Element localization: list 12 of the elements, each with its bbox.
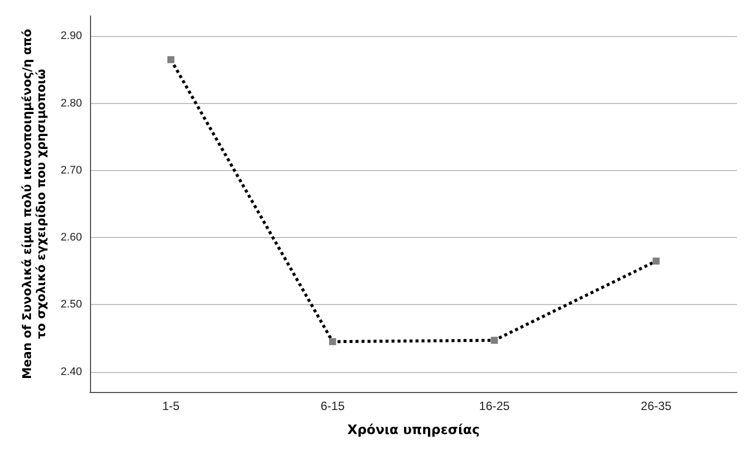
y-tick-label: 2.70: [60, 164, 82, 176]
x-tick-label: 6-15: [320, 399, 345, 413]
x-axis-title: Χρόνια υπηρεσίας: [347, 423, 480, 438]
x-tick-label: 26-35: [640, 399, 672, 413]
y-tick-label: 2.50: [60, 298, 82, 311]
y-tick-label: 2.90: [60, 30, 82, 42]
x-tick-label: 1-5: [162, 399, 180, 413]
x-tick-label: 16-25: [479, 399, 510, 413]
y-tick-label: 2.60: [60, 232, 82, 244]
y-tick-label: 2.40: [60, 366, 82, 378]
y-tick-label: 2.80: [60, 97, 82, 110]
y-axis-title: Mean of Συνολικά είμαι πολύ ικανοποιημένος/η από το σχολικό εγχειρίδιο που χρησιμοποιώ: [20, 28, 48, 380]
